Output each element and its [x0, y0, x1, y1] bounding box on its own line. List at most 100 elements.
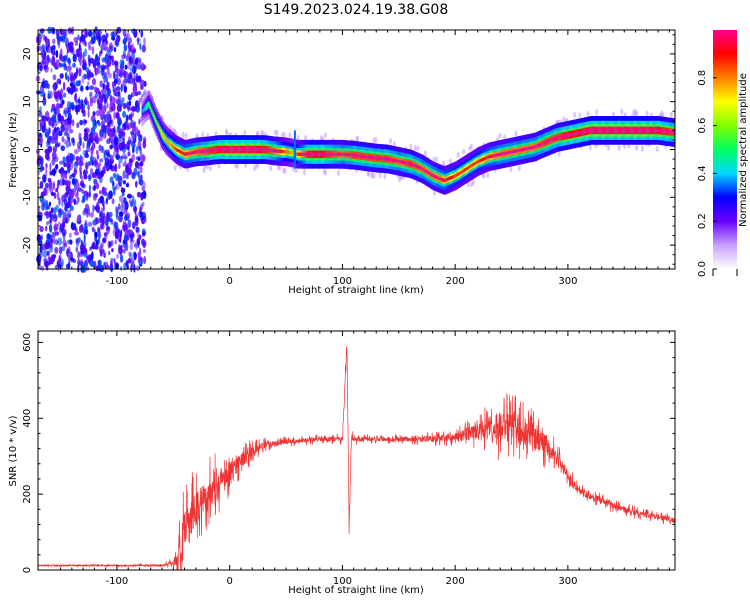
trace-halo-dot	[282, 167, 286, 174]
trace-cell	[205, 149, 208, 153]
noise-dot	[94, 159, 98, 166]
noise-dot	[135, 72, 139, 82]
noise-dot	[142, 140, 147, 149]
trace-cell	[239, 147, 242, 152]
trace-cell	[302, 152, 305, 156]
noise-dot	[135, 180, 138, 187]
trace-cell	[191, 151, 194, 155]
noise-dot	[134, 57, 139, 65]
noise-dot	[79, 57, 82, 66]
noise-dot	[120, 254, 124, 263]
trace-cell	[315, 152, 317, 156]
trace-cell	[655, 128, 658, 132]
noise-dot	[53, 223, 59, 232]
noise-dot	[140, 29, 144, 38]
trace-cell	[521, 148, 523, 152]
trace-cell	[247, 147, 249, 152]
noise-dot	[117, 90, 121, 97]
noise-dot	[114, 39, 119, 46]
trace-cell	[534, 145, 536, 149]
trace-cell	[584, 130, 586, 134]
noise-dot	[61, 209, 64, 215]
noise-dot	[37, 239, 43, 245]
trace-cell	[406, 161, 408, 165]
trace-cell	[346, 153, 348, 157]
trace-cell	[419, 166, 421, 170]
trace-cell	[529, 146, 532, 150]
noise-dot	[87, 104, 90, 111]
trace-cell	[560, 135, 563, 139]
noise-dot	[100, 120, 105, 129]
noise-dot	[78, 104, 81, 112]
noise-dot	[41, 44, 45, 52]
noise-dot	[47, 90, 50, 98]
trace-halo-dot	[588, 144, 592, 151]
trace-cell	[277, 149, 279, 153]
trace-cell	[393, 158, 395, 162]
trace-cell	[324, 152, 326, 156]
trace-cell	[350, 153, 353, 157]
noise-dot	[123, 235, 129, 242]
trace-cell	[516, 149, 518, 153]
figure-title: S149.2023.024.19.38.G08	[264, 2, 449, 18]
noise-dot	[109, 260, 113, 268]
trace-cell	[330, 152, 332, 156]
trace-cell	[456, 173, 458, 177]
trace-cell	[269, 148, 272, 152]
trace-cell	[376, 156, 378, 160]
frequency-trace	[140, 88, 676, 196]
trace-cell	[504, 151, 506, 155]
trace-cell	[365, 155, 368, 159]
trace-halo-dot	[509, 166, 513, 173]
trace-cell	[220, 147, 222, 152]
noise-dot	[68, 128, 74, 134]
trace-cell	[581, 130, 583, 134]
colorbar-tick-label: 0.4	[697, 165, 708, 181]
trace-cell	[189, 151, 192, 155]
noise-dot	[95, 217, 100, 225]
noise-dot	[91, 78, 97, 86]
noise-dot	[129, 242, 133, 251]
trace-cell	[579, 131, 581, 135]
trace-cell	[355, 153, 357, 157]
noise-dot	[83, 119, 88, 124]
trace-cell	[253, 147, 256, 152]
trace-cell	[452, 175, 454, 179]
trace-cell	[592, 128, 595, 132]
noise-dot	[72, 62, 76, 68]
noise-dot	[111, 155, 114, 161]
noise-dot	[40, 191, 46, 197]
trace-cell	[537, 144, 539, 148]
noise-dot	[111, 95, 115, 103]
trace-halo-dot	[296, 134, 300, 141]
trace-cell	[660, 129, 662, 133]
noise-dot	[122, 162, 127, 167]
noise-dot	[38, 206, 41, 214]
trace-halo-dot	[288, 132, 292, 139]
noise-dot	[55, 187, 59, 193]
trace-cell	[494, 153, 497, 158]
noise-dot	[113, 30, 117, 36]
noise-dot	[143, 256, 147, 265]
trace-cell	[343, 152, 345, 156]
noise-dot	[123, 70, 127, 79]
noise-dot	[105, 76, 108, 83]
noise-dot	[63, 242, 68, 248]
noise-dot	[87, 54, 91, 62]
trace-cell	[669, 130, 672, 134]
trace-cell	[389, 157, 391, 161]
snr-ylabel: SNR (10 * v/v)	[8, 415, 19, 486]
noise-dot	[50, 192, 55, 196]
noise-dot	[69, 232, 72, 239]
trace-cell	[345, 152, 347, 157]
trace-cell	[630, 128, 632, 132]
noise-dot	[67, 65, 72, 73]
trace-cell	[499, 152, 501, 157]
trace-halo-dot	[635, 144, 639, 151]
noise-dot	[46, 147, 51, 155]
trace-cell	[647, 128, 649, 132]
noise-dot	[91, 36, 96, 44]
trace-cell	[306, 152, 308, 156]
noise-dot	[133, 73, 136, 83]
trace-cell	[659, 128, 661, 133]
